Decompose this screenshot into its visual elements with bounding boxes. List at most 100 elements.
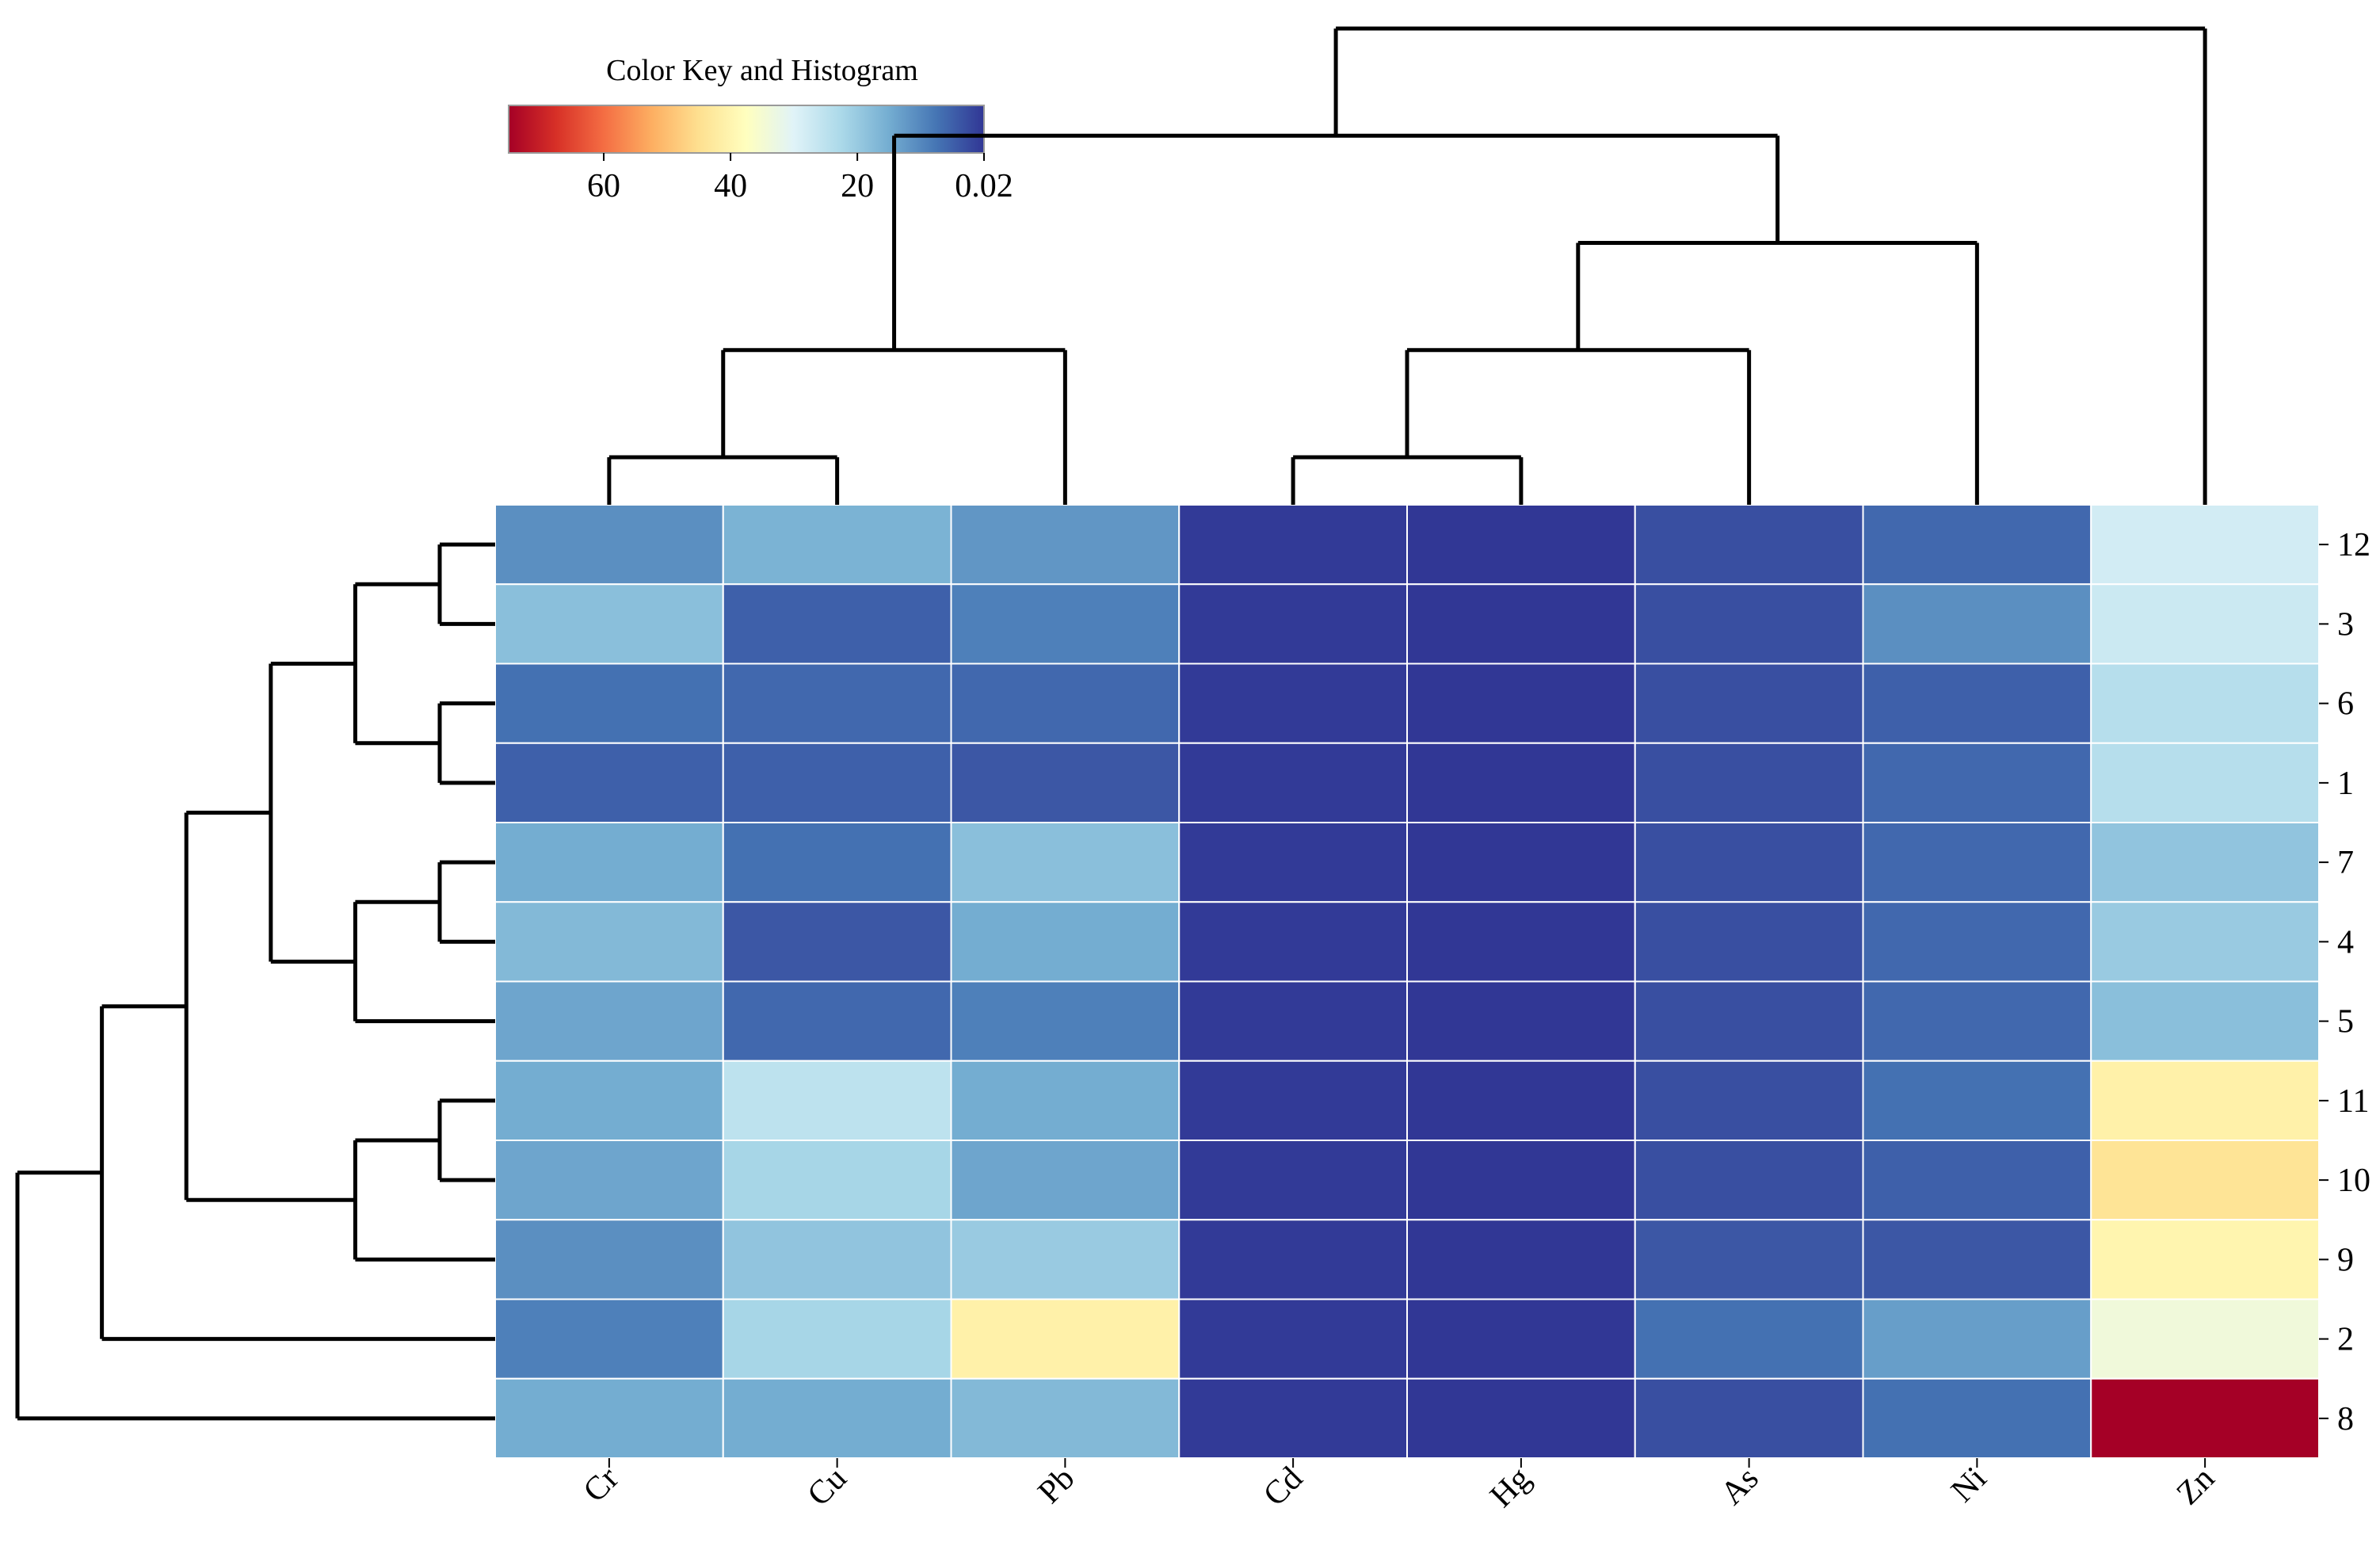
heatmap-cell [1406,504,1636,586]
heatmap-cell [1634,583,1864,665]
heatmap-cell [1406,1140,1636,1221]
heatmap-cell [494,1298,724,1380]
heatmap-cell [1634,1219,1864,1300]
row-label: 10 [2337,1163,2370,1199]
heatmap-cell [722,1060,952,1141]
heatmap-cell [494,1219,724,1300]
row-label: 9 [2337,1242,2354,1278]
heatmap-cell [1178,742,1408,823]
heatmap-cell [494,662,724,744]
row-label: 4 [2337,924,2354,960]
heatmap-cell [494,822,724,903]
heatmap-cell [2090,901,2320,983]
heatmap-cell [1406,583,1636,665]
row-dendrogram [15,542,495,1421]
row-label: 12 [2337,527,2370,563]
heatmap-cell [1862,1377,2092,1459]
heatmap-cell [2090,822,2320,903]
heatmap-cell [722,980,952,1062]
heatmap-cell [1634,980,1864,1062]
heatmap-cell [950,980,1180,1062]
heatmap-cell [1178,1377,1408,1459]
heatmap-cell [950,1298,1180,1380]
row-labels: 12 3 6 1 7 4 5 11 10 9 2 8 [2319,527,2370,1438]
heatmap-cell [2090,1298,2320,1380]
heatmap-cell [950,583,1180,665]
heatmap-cell [722,742,952,823]
heatmap-cell [1178,504,1408,586]
color-key-ticks: 60 40 20 0.02 [587,153,1013,204]
heatmap-cell [2090,504,2320,586]
heatmap-cell [1178,980,1408,1062]
color-key-tick-label: 60 [587,168,620,204]
heatmap-cell [1178,901,1408,983]
heatmap-cell [950,1060,1180,1141]
heatmap-cell [1634,1060,1864,1141]
heatmap-cell [2090,1140,2320,1221]
heatmap-cell [950,901,1180,983]
column-label: Hg [1483,1460,1538,1515]
heatmap-cell [1862,1219,2092,1300]
heatmap-cell [722,1377,952,1459]
heatmap-cell [1634,901,1864,983]
heatmap-cell [1634,742,1864,823]
heatmap-cell [1634,822,1864,903]
heatmap-cell [1178,1298,1408,1380]
color-key-bar [508,105,985,154]
heatmap-cell [1406,901,1636,983]
heatmap-cell [722,901,952,983]
heatmap-cell [1862,901,2092,983]
heatmap-cell [950,504,1180,586]
heatmap-cell [1178,583,1408,665]
heatmap-cell [722,662,952,744]
heatmap-cell [1406,1219,1636,1300]
heatmap-cell [2090,1377,2320,1459]
heatmap-cell [1862,662,2092,744]
heatmap-cell [722,822,952,903]
column-label: Pb [1032,1460,1082,1511]
heatmap-cell [1862,980,2092,1062]
heatmap-cell [1862,583,2092,665]
heatmap-cell [494,901,724,983]
heatmap-cell [2090,583,2320,665]
heatmap-cell [950,662,1180,744]
heatmap-cell [950,742,1180,823]
heatmap-cell [1406,662,1636,744]
heatmap-cell [2090,1219,2320,1300]
heatmap-cell [1862,742,2092,823]
column-labels: Cr Cu Pb Cd Hg As Ni Zn [577,1458,2222,1514]
row-label: 7 [2337,845,2354,881]
heatmap-cell [494,742,724,823]
heatmap-cell [1862,1060,2092,1141]
column-label: Zn [2170,1460,2222,1513]
heatmap-cell [1634,1140,1864,1221]
heatmap-cell [2090,662,2320,744]
heatmap-cell [722,1140,952,1221]
heatmap-cell [1634,1298,1864,1380]
row-label: 2 [2337,1322,2354,1358]
heatmap-cell [1406,1377,1636,1459]
heatmap-cell [1178,822,1408,903]
color-key-tick-label: 20 [841,168,874,204]
column-label: Cr [577,1460,626,1510]
heatmap-cell [1862,504,2092,586]
row-label: 3 [2337,606,2354,643]
heatmap-cell [1178,662,1408,744]
heatmap-cell [494,583,724,665]
heatmap-cell [494,1060,724,1141]
heatmap-cell [1634,1377,1864,1459]
column-label: Cd [1257,1460,1310,1514]
heatmap-cell [950,1219,1180,1300]
heatmap-cell [494,1377,724,1459]
heatmap-cell [1406,980,1636,1062]
heatmap-cell [2090,742,2320,823]
heatmap-cell [950,1377,1180,1459]
row-label: 1 [2337,766,2354,802]
heatmap-cell [1178,1140,1408,1221]
heatmap-cell [1406,822,1636,903]
heatmap-cell [2090,980,2320,1062]
row-label: 8 [2337,1401,2354,1438]
column-label: Ni [1944,1460,1993,1510]
heatmap-cell [1406,1298,1636,1380]
